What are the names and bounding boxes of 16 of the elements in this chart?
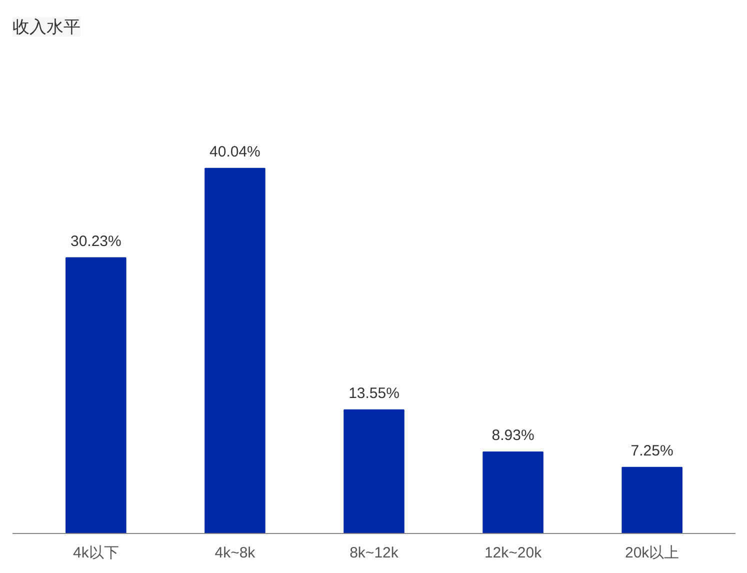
data-label: 30.23% — [70, 232, 122, 250]
x-tick-label: 4k~8k — [214, 544, 256, 562]
bar — [204, 168, 266, 534]
bar — [482, 452, 544, 534]
bar — [622, 466, 682, 534]
data-label: 8.93% — [492, 427, 534, 444]
data-label: 13.55% — [348, 384, 400, 402]
data-label: 7.25% — [630, 442, 674, 460]
x-tick-label: 20k以上 — [624, 544, 680, 562]
bar — [344, 409, 404, 534]
x-tick-label: 4k以下 — [73, 544, 119, 562]
x-tick-label: 12k~20k — [484, 544, 542, 562]
bar — [66, 257, 126, 534]
x-tick-label: 8k~12k — [350, 544, 399, 562]
data-label: 40.04% — [210, 143, 260, 160]
chart-title: 收入水平 — [12, 18, 80, 36]
